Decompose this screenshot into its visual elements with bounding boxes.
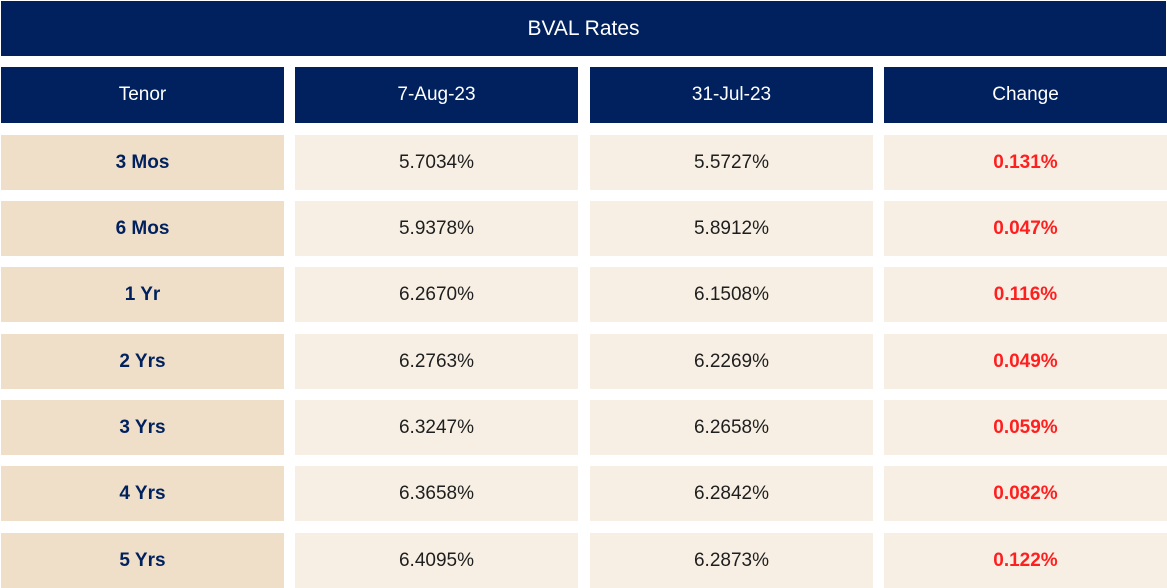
current-rate-cell: 6.3658% (295, 466, 578, 521)
change-cell: 0.059% (884, 400, 1167, 455)
tenor-cell: 2 Yrs (1, 334, 284, 389)
previous-rate-cell: 6.2873% (590, 533, 873, 588)
current-rate-cell: 6.2670% (295, 267, 578, 322)
current-rate-cell: 6.3247% (295, 400, 578, 455)
change-cell: 0.049% (884, 334, 1167, 389)
previous-rate-cell: 5.8912% (590, 201, 873, 256)
change-cell: 0.131% (884, 135, 1167, 190)
change-cell: 0.082% (884, 466, 1167, 521)
tenor-cell: 5 Yrs (1, 533, 284, 588)
previous-rate-cell: 6.1508% (590, 267, 873, 322)
current-rate-cell: 5.7034% (295, 135, 578, 190)
current-rate-cell: 5.9378% (295, 201, 578, 256)
previous-rate-cell: 6.2658% (590, 400, 873, 455)
change-cell: 0.116% (884, 267, 1167, 322)
tenor-cell: 3 Mos (1, 135, 284, 190)
tenor-cell: 3 Yrs (1, 400, 284, 455)
previous-rate-cell: 6.2842% (590, 466, 873, 521)
previous-rate-cell: 5.5727% (590, 135, 873, 190)
current-date-header: 7-Aug-23 (295, 67, 578, 123)
tenor-cell: 6 Mos (1, 201, 284, 256)
tenor-cell: 4 Yrs (1, 466, 284, 521)
table-title: BVAL Rates (1, 1, 1166, 56)
change-cell: 0.122% (884, 533, 1167, 588)
current-rate-cell: 6.4095% (295, 533, 578, 588)
change-header: Change (884, 67, 1167, 123)
current-rate-cell: 6.2763% (295, 334, 578, 389)
tenor-header: Tenor (1, 67, 284, 123)
previous-date-header: 31-Jul-23 (590, 67, 873, 123)
previous-rate-cell: 6.2269% (590, 334, 873, 389)
change-cell: 0.047% (884, 201, 1167, 256)
tenor-cell: 1 Yr (1, 267, 284, 322)
